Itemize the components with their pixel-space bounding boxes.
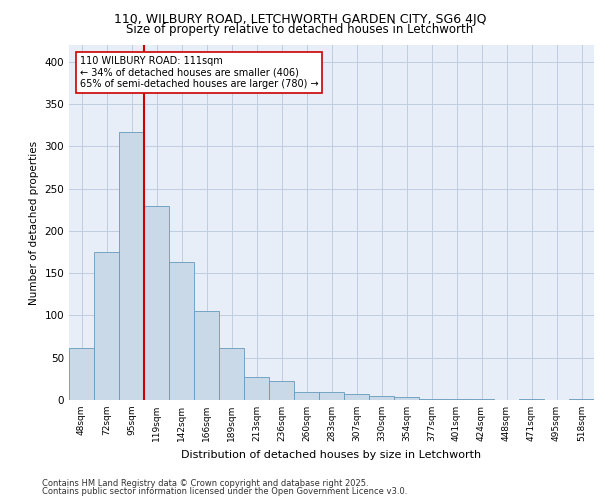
Text: Contains public sector information licensed under the Open Government Licence v3: Contains public sector information licen… — [42, 487, 407, 496]
Bar — [169, 262, 194, 400]
Bar — [94, 252, 119, 400]
Bar — [269, 380, 294, 400]
Bar — [344, 394, 369, 400]
Bar — [294, 392, 319, 400]
Bar — [394, 396, 419, 400]
Bar — [419, 399, 444, 400]
Bar — [69, 348, 94, 400]
Bar — [319, 392, 344, 400]
Text: Size of property relative to detached houses in Letchworth: Size of property relative to detached ho… — [127, 22, 473, 36]
Bar — [469, 399, 494, 400]
Bar — [219, 348, 244, 400]
X-axis label: Distribution of detached houses by size in Letchworth: Distribution of detached houses by size … — [181, 450, 482, 460]
Bar — [444, 399, 469, 400]
Bar — [519, 399, 544, 400]
Text: 110, WILBURY ROAD, LETCHWORTH GARDEN CITY, SG6 4JQ: 110, WILBURY ROAD, LETCHWORTH GARDEN CIT… — [114, 12, 486, 26]
Bar — [144, 206, 169, 400]
Y-axis label: Number of detached properties: Number of detached properties — [29, 140, 39, 304]
Bar — [119, 132, 144, 400]
Bar — [194, 311, 219, 400]
Bar — [569, 399, 594, 400]
Text: 110 WILBURY ROAD: 111sqm
← 34% of detached houses are smaller (406)
65% of semi-: 110 WILBURY ROAD: 111sqm ← 34% of detach… — [79, 56, 318, 89]
Bar — [244, 377, 269, 400]
Text: Contains HM Land Registry data © Crown copyright and database right 2025.: Contains HM Land Registry data © Crown c… — [42, 478, 368, 488]
Bar — [369, 396, 394, 400]
